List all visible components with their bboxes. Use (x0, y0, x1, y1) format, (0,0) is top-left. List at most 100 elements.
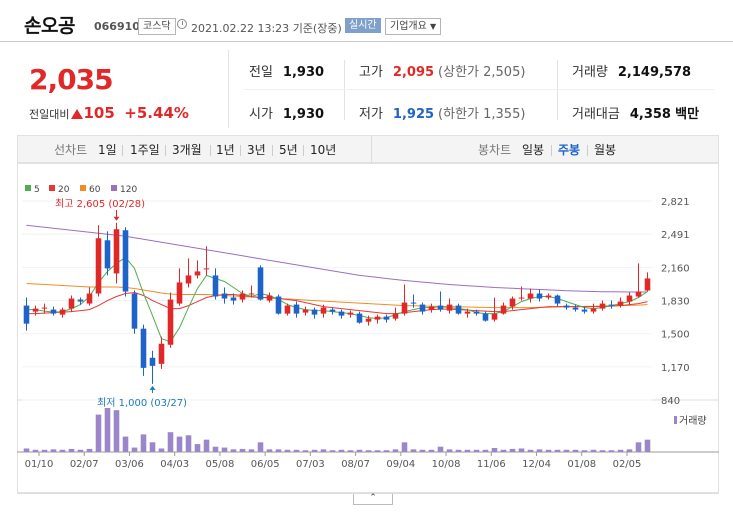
candle-body (482, 313, 489, 321)
candle-body (77, 299, 84, 302)
candle-body (158, 343, 165, 364)
volume-bar (365, 450, 372, 452)
candle-chart-label: 봉차트 (478, 143, 512, 157)
volume-bar (635, 442, 642, 452)
tab-5y[interactable]: 5년 (279, 143, 298, 157)
candle-body (68, 298, 75, 309)
candle-body (239, 293, 246, 300)
volume-bar (527, 449, 534, 452)
candle-body (599, 303, 606, 309)
x-tick-label: 05/08 (206, 459, 235, 470)
stats-row-divider (244, 89, 714, 90)
candle-body (221, 293, 228, 299)
candle-body (347, 312, 354, 315)
candle-body (572, 307, 579, 310)
candle-body (230, 297, 237, 301)
volume-bar (122, 436, 129, 452)
candle-body (455, 305, 462, 314)
volume-bar (455, 449, 462, 452)
tab-3m[interactable]: 3개월 (172, 143, 202, 157)
realtime-button[interactable]: 실시간 (345, 18, 381, 33)
stock-name: 손오공 (24, 15, 75, 37)
candle-body (23, 305, 30, 324)
volume-bar (590, 449, 597, 452)
candle-body (446, 304, 453, 311)
volume-bar (437, 446, 444, 452)
volume-bar (329, 450, 336, 452)
company-info-dropdown[interactable]: 기업개요 ▼ (385, 18, 442, 35)
candle-body (644, 278, 651, 291)
candle-body (212, 275, 219, 297)
x-tick-label: 01/10 (25, 459, 54, 470)
volume-bar (176, 436, 183, 452)
stock-chart[interactable]: 2,821 2,491 2,160 1,830 1,500 1,170 840 거래량 01/1… (17, 163, 719, 493)
volume-bar (401, 442, 408, 452)
volume-bar (509, 448, 516, 452)
price-change: 전일대비 105 +5.44% (29, 104, 189, 122)
tab-1w[interactable]: 1주일 (130, 143, 160, 157)
chart-toolbar: 선차트 1일 1주일 3개월 1년 3년 5년 10년 봉차트 일봉 주봉 월봉 (17, 135, 719, 163)
up-triangle-icon (71, 109, 84, 119)
candle-body (50, 309, 57, 314)
candle-body (302, 309, 309, 313)
candle-body (626, 295, 633, 302)
legend-swatch (25, 185, 31, 191)
candle-body (509, 298, 516, 307)
candle-body (401, 302, 408, 314)
candle-body (500, 305, 507, 314)
stat-amount: 거래대금 4,358 백만 (572, 107, 700, 122)
ma-line-ma20 (26, 291, 648, 315)
volume-bar (572, 449, 579, 452)
volume-bar (311, 449, 318, 452)
candle-body (338, 311, 345, 316)
tab-daily[interactable]: 일봉 (522, 143, 545, 157)
candle-body (59, 309, 66, 315)
x-tick-label: 10/08 (432, 459, 461, 470)
tab-10y[interactable]: 10년 (310, 143, 337, 157)
candle-body (437, 305, 444, 310)
volume-bar (293, 449, 300, 452)
candle-body (473, 311, 480, 314)
tab-monthly[interactable]: 월봉 (594, 143, 617, 157)
tab-3y[interactable]: 3년 (247, 143, 266, 157)
y-tick-label: 1,170 (661, 363, 690, 374)
x-tick-label: 09/04 (386, 459, 415, 470)
candle-body (590, 308, 597, 312)
y-tick-label: 2,491 (661, 230, 690, 241)
chart-collapse-button[interactable]: ⌃ (353, 494, 393, 505)
chevron-down-icon: ▼ (430, 22, 437, 31)
volume-bar (59, 449, 66, 452)
volume-bar (275, 449, 282, 452)
candle-body (284, 305, 291, 314)
volume-bar (626, 449, 633, 452)
candle-body (266, 295, 273, 301)
volume-bar (32, 449, 39, 452)
volume-bar (374, 450, 381, 452)
y-tick-label: 1,500 (661, 330, 690, 341)
candle-body (95, 238, 102, 294)
volume-bar (104, 408, 111, 452)
candle-body (635, 291, 642, 297)
volume-bar (482, 449, 489, 452)
volume-bar (545, 449, 552, 452)
candlestick-chart-svg[interactable]: 2,821 2,491 2,160 1,830 1,500 1,170 840 거래량 01/1… (17, 163, 719, 493)
legend-swatch (49, 185, 55, 191)
x-tick-label: 04/03 (160, 459, 189, 470)
volume-bar (491, 448, 498, 452)
stat-low: 저가 1,925 (하한가 1,355) (359, 107, 526, 122)
legend-label: 5 (34, 185, 40, 195)
tab-weekly[interactable]: 주봉 (558, 143, 581, 157)
stock-code: 066910 (94, 20, 140, 33)
current-price: 2,035 (29, 63, 114, 96)
stat-open: 시가 1,930 (249, 107, 325, 122)
tab-1d[interactable]: 1일 (98, 143, 117, 157)
stat-volume: 거래량 2,149,578 (572, 65, 692, 80)
candle-body (464, 311, 471, 314)
tab-1y[interactable]: 1년 (216, 143, 235, 157)
candle-body (167, 299, 174, 345)
volume-bar (212, 446, 219, 452)
candle-body (428, 306, 435, 310)
quote-stats: 전일 1,930 시가 1,930 고가 2,095 (상한가 2,505) 저가 1,9… (228, 50, 719, 128)
candle-body (248, 293, 255, 295)
chart-scroll-track[interactable] (17, 493, 719, 500)
